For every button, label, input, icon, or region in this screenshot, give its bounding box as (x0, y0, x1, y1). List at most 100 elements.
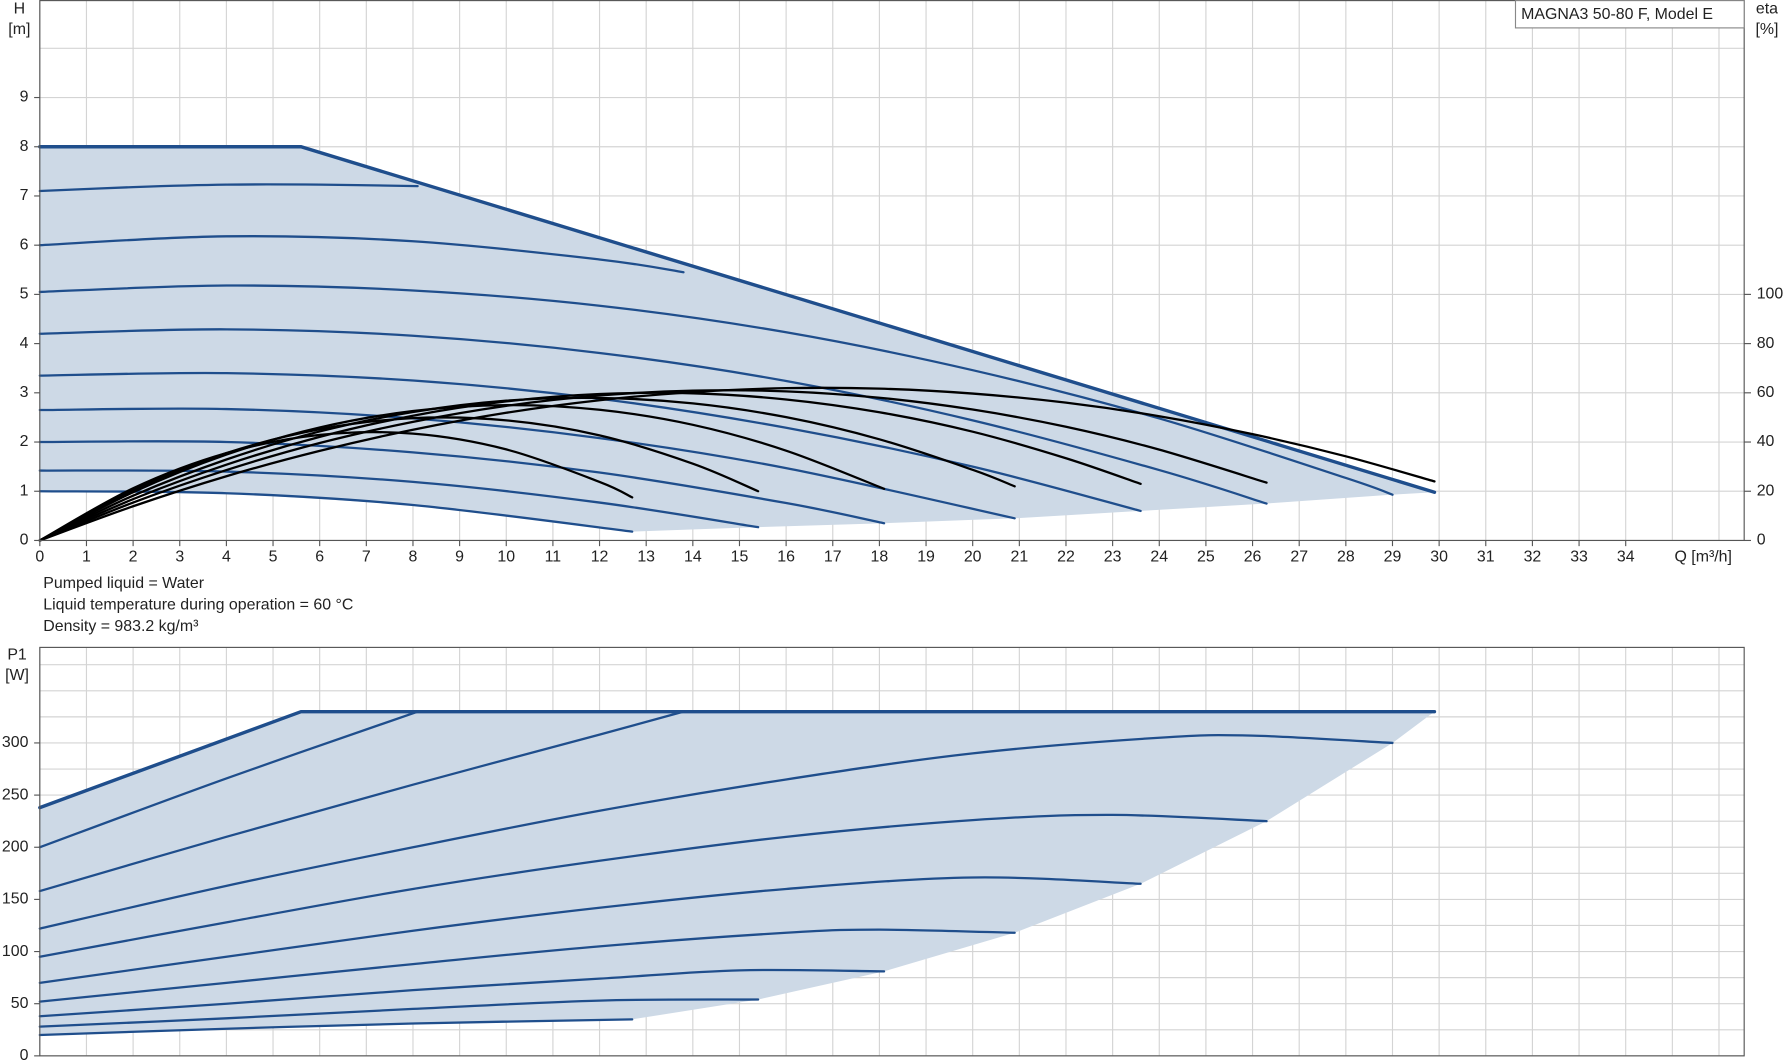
y-tick-label: 250 (2, 786, 29, 803)
legend-title: MAGNA3 50-80 F, Model E (1521, 6, 1713, 23)
x-tick-label: 14 (684, 549, 702, 566)
performance-curve (38, 469, 760, 529)
x-tick-label: 31 (1477, 549, 1495, 566)
y-tick-label: 150 (2, 891, 29, 908)
x-tick-label: 3 (175, 549, 184, 566)
performance-curve (38, 734, 1394, 930)
efficiency-curve (38, 391, 1142, 542)
y2-tick-label: 20 (1757, 482, 1775, 499)
x-tick-label: 4 (222, 549, 231, 566)
note: Liquid temperature during operation = 60… (43, 597, 353, 614)
y-tick-label: 0 (20, 1047, 29, 1061)
plot: 0 50 100 150 200 250 300 (2, 646, 1745, 1061)
top-labels: H [m] eta [%] Q [m³/h] Pumped liquid = W… (5, 0, 1778, 684)
y2-tick-label: 60 (1757, 384, 1775, 401)
performance-curve (38, 998, 760, 1028)
legend-box (1514, 0, 1745, 29)
y2-axis-unit: [%] (1755, 21, 1778, 38)
x-tick-label: 7 (362, 549, 371, 566)
x-tick-label: 24 (1150, 549, 1168, 566)
y-tick-label: 200 (2, 838, 29, 855)
x-tick-label: 8 (409, 549, 418, 566)
performance-curve (38, 284, 1394, 496)
x-tick-label: 6 (315, 549, 324, 566)
y-axis-unit: [W] (5, 667, 29, 684)
x-tick-label: 19 (917, 549, 935, 566)
plot-frame (39, 0, 1745, 542)
performance-curve (38, 328, 1268, 505)
x-tick-label: 26 (1244, 549, 1262, 566)
operating-area (39, 146, 1435, 532)
performance-curve (38, 1018, 634, 1037)
efficiency-curve (38, 403, 886, 542)
performance-curve (38, 968, 886, 1018)
y-tick-label: 4 (20, 335, 29, 352)
plot: 0 1 2 3 4 5 6 7 8 9 10 11 12 13 14 15 16 17 18 19 20 21 22 23 24… (20, 0, 1784, 566)
x-tick-label: 15 (731, 549, 749, 566)
y-axis-label: H (14, 0, 25, 17)
note: Pumped liquid = Water (43, 575, 204, 592)
y-tick-label: 6 (20, 236, 29, 253)
x-tick-label: 12 (591, 549, 609, 566)
note: Density = 983.2 kg/m³ (43, 618, 198, 635)
y2-tick-label: 40 (1757, 433, 1775, 450)
x-tick-label: 33 (1570, 549, 1588, 566)
x-tick-label: 34 (1617, 549, 1635, 566)
y2-tick-label: 80 (1757, 335, 1775, 352)
x-tick-label: 22 (1057, 549, 1075, 566)
performance-curve (38, 709, 1437, 810)
y-tick-label: 0 (20, 532, 29, 549)
y-tick-label: 3 (20, 384, 29, 401)
y2-tick-label: 0 (1757, 532, 1766, 549)
performance-curve (38, 928, 1016, 1003)
efficiency-curve (38, 416, 760, 542)
y-tick-label: 300 (2, 734, 29, 751)
y-tick-label: 9 (20, 89, 29, 106)
x-tick-label: 5 (269, 549, 278, 566)
x-tick-label: 18 (871, 549, 889, 566)
y-tick-label: 2 (20, 433, 29, 450)
x-tick-label: 2 (129, 549, 138, 566)
y-tick-label: 1 (20, 482, 29, 499)
x-tick-label: 23 (1104, 549, 1122, 566)
x-tick-label: 9 (455, 549, 464, 566)
performance-curve (38, 145, 1437, 494)
plot-frame (39, 646, 1745, 1057)
efficiency-curve (38, 430, 634, 542)
x-tick-label: 30 (1430, 549, 1448, 566)
x-tick-label: 29 (1384, 549, 1402, 566)
performance-curve (38, 876, 1142, 984)
y-tick-label: 7 (20, 187, 29, 204)
performance-curve (38, 813, 1268, 958)
x-tick-label: 32 (1524, 549, 1542, 566)
x-tick-label: 1 (82, 549, 91, 566)
x-tick-label: 16 (777, 549, 795, 566)
y-tick-label: 100 (2, 943, 29, 960)
performance-curve (38, 235, 685, 274)
performance-curve (38, 440, 886, 525)
x-tick-label: 28 (1337, 549, 1355, 566)
y-tick-label: 8 (20, 138, 29, 155)
y2-axis-label: eta (1756, 0, 1778, 17)
x-tick-label: 10 (497, 549, 515, 566)
y-tick-label: 5 (20, 286, 29, 303)
x-tick-label: 25 (1197, 549, 1215, 566)
x-tick-label: 17 (824, 549, 842, 566)
y-axis-label: P1 (7, 647, 27, 664)
y-tick-label: 50 (11, 995, 29, 1012)
performance-curve (38, 710, 419, 849)
performance-curve (38, 183, 419, 193)
efficiency-curve (38, 386, 1436, 542)
y2-tick-label: 100 (1757, 286, 1784, 303)
x-axis-label: Q [m³/h] (1674, 549, 1731, 566)
efficiency-curve (38, 389, 1268, 542)
performance-curve (38, 710, 685, 893)
x-tick-label: 13 (637, 549, 655, 566)
x-tick-label: 11 (545, 549, 562, 566)
x-tick-label: 0 (35, 549, 44, 566)
x-tick-label: 27 (1290, 549, 1308, 566)
performance-curve (38, 407, 1016, 520)
y-axis-unit: [m] (8, 21, 30, 38)
x-tick-label: 21 (1010, 549, 1028, 566)
